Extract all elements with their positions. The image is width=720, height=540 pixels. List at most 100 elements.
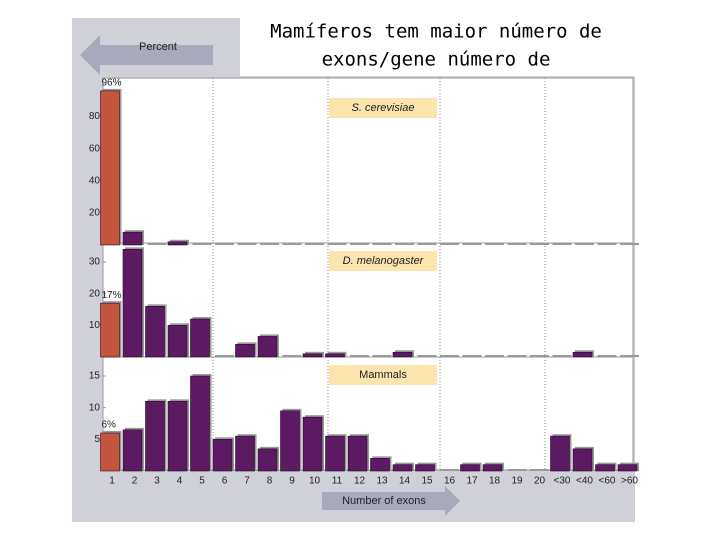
bar-shadow: [147, 243, 167, 245]
bar-shadow: [305, 243, 324, 245]
x-tick-label: 7: [244, 476, 250, 487]
bar-shadow: [372, 243, 392, 245]
x-tick-label: 17: [466, 476, 478, 487]
bar-shadow: [327, 243, 347, 245]
panel-title: D. melanogaster: [343, 255, 425, 267]
page-title: exons/gene número de: [322, 49, 551, 71]
bar-shadow: [417, 243, 437, 245]
bar-shadow: [620, 243, 639, 245]
bar-shadow: [282, 355, 302, 357]
x-tick-label: 2: [132, 476, 138, 487]
bar-shadow: [507, 243, 527, 245]
bar: [370, 458, 390, 472]
bar-shadow: [485, 243, 504, 245]
x-tick-label: 14: [399, 476, 411, 487]
bar: [100, 432, 120, 472]
x-tick-label: 15: [421, 476, 433, 487]
bar: [122, 429, 143, 472]
bar: [617, 464, 638, 472]
panel-title-box: [329, 251, 437, 271]
y-tick-label: 20: [89, 288, 101, 299]
x-tick-label: 6: [222, 476, 228, 487]
bar-shadow: [440, 355, 459, 357]
bar: [325, 435, 345, 472]
x-tick-label: 5: [199, 476, 205, 487]
bar: [100, 302, 120, 358]
data-label: 17%: [102, 290, 122, 301]
bar: [257, 336, 278, 358]
x-tick-label: 13: [376, 476, 388, 487]
bar-shadow: [215, 355, 234, 357]
bar: [302, 416, 323, 472]
bar: [122, 249, 143, 358]
bar: [190, 375, 210, 472]
bar: [212, 439, 233, 472]
bar: [257, 448, 278, 472]
bar: [595, 464, 615, 472]
bar-shadow: [552, 355, 572, 357]
x-tick-label: 4: [177, 476, 183, 487]
x-tick-label: 12: [354, 476, 366, 487]
bar: [235, 435, 255, 472]
y-axis-label: Percent: [139, 41, 177, 53]
panel-title: S. cerevisiae: [352, 102, 415, 114]
x-tick-label: <60: [599, 476, 616, 487]
bar: [167, 401, 188, 472]
bar-shadow: [192, 243, 212, 245]
x-tick-label: 8: [267, 476, 273, 487]
bar-shadow: [440, 243, 459, 245]
bar: [100, 90, 120, 246]
bar-shadow: [372, 355, 392, 357]
xlabel-arrow: [322, 486, 460, 516]
bar-shadow: [597, 355, 617, 357]
panel-title-box: [329, 365, 437, 385]
bar-shadow: [597, 243, 617, 245]
x-tick-label: 10: [309, 476, 321, 487]
y-tick-label: 80: [89, 111, 101, 122]
bar-shadow: [552, 243, 572, 245]
panel-title: Mammals: [359, 369, 407, 381]
bar-shadow: [507, 469, 527, 471]
bar: [415, 464, 435, 472]
bar: [167, 241, 188, 246]
bar-shadow: [282, 243, 302, 245]
bar-shadow: [462, 243, 482, 245]
x-tick-label: 20: [534, 476, 546, 487]
y-tick-label: 30: [89, 257, 101, 268]
y-tick-label: 60: [89, 143, 101, 154]
bar-shadow: [620, 355, 639, 357]
bar: [325, 353, 345, 358]
bar-shadow: [350, 355, 369, 357]
bar-shadow: [530, 469, 549, 471]
bar: [347, 435, 368, 472]
bar-shadow: [530, 243, 549, 245]
bar: [550, 435, 570, 472]
bar: [572, 448, 593, 472]
bar-shadow: [237, 243, 257, 245]
bar-shadow: [417, 355, 437, 357]
bar: [482, 464, 503, 472]
page-title: Mamíferos tem maior número de: [270, 21, 602, 43]
x-tick-label: <40: [576, 476, 593, 487]
y-tick-label: 5: [94, 434, 100, 445]
x-tick-label: >60: [621, 476, 638, 487]
data-label: 96%: [102, 77, 122, 88]
x-axis-label: Number of exons: [342, 495, 426, 507]
data-label: 6%: [102, 420, 117, 431]
bar: [392, 464, 413, 472]
bar: [392, 351, 413, 358]
y-tick-label: 10: [89, 402, 101, 413]
bar-shadow: [462, 355, 482, 357]
bar-shadow: [530, 355, 549, 357]
panel-title-box: [329, 98, 437, 118]
bar-shadow: [350, 243, 369, 245]
x-tick-label: 11: [332, 476, 343, 487]
y-tick-label: 20: [89, 208, 101, 219]
bar: [572, 351, 593, 358]
bar: [235, 344, 255, 358]
y-tick-label: 40: [89, 175, 101, 186]
bar-shadow: [575, 243, 594, 245]
bar: [280, 410, 300, 472]
x-tick-label: 3: [154, 476, 160, 487]
